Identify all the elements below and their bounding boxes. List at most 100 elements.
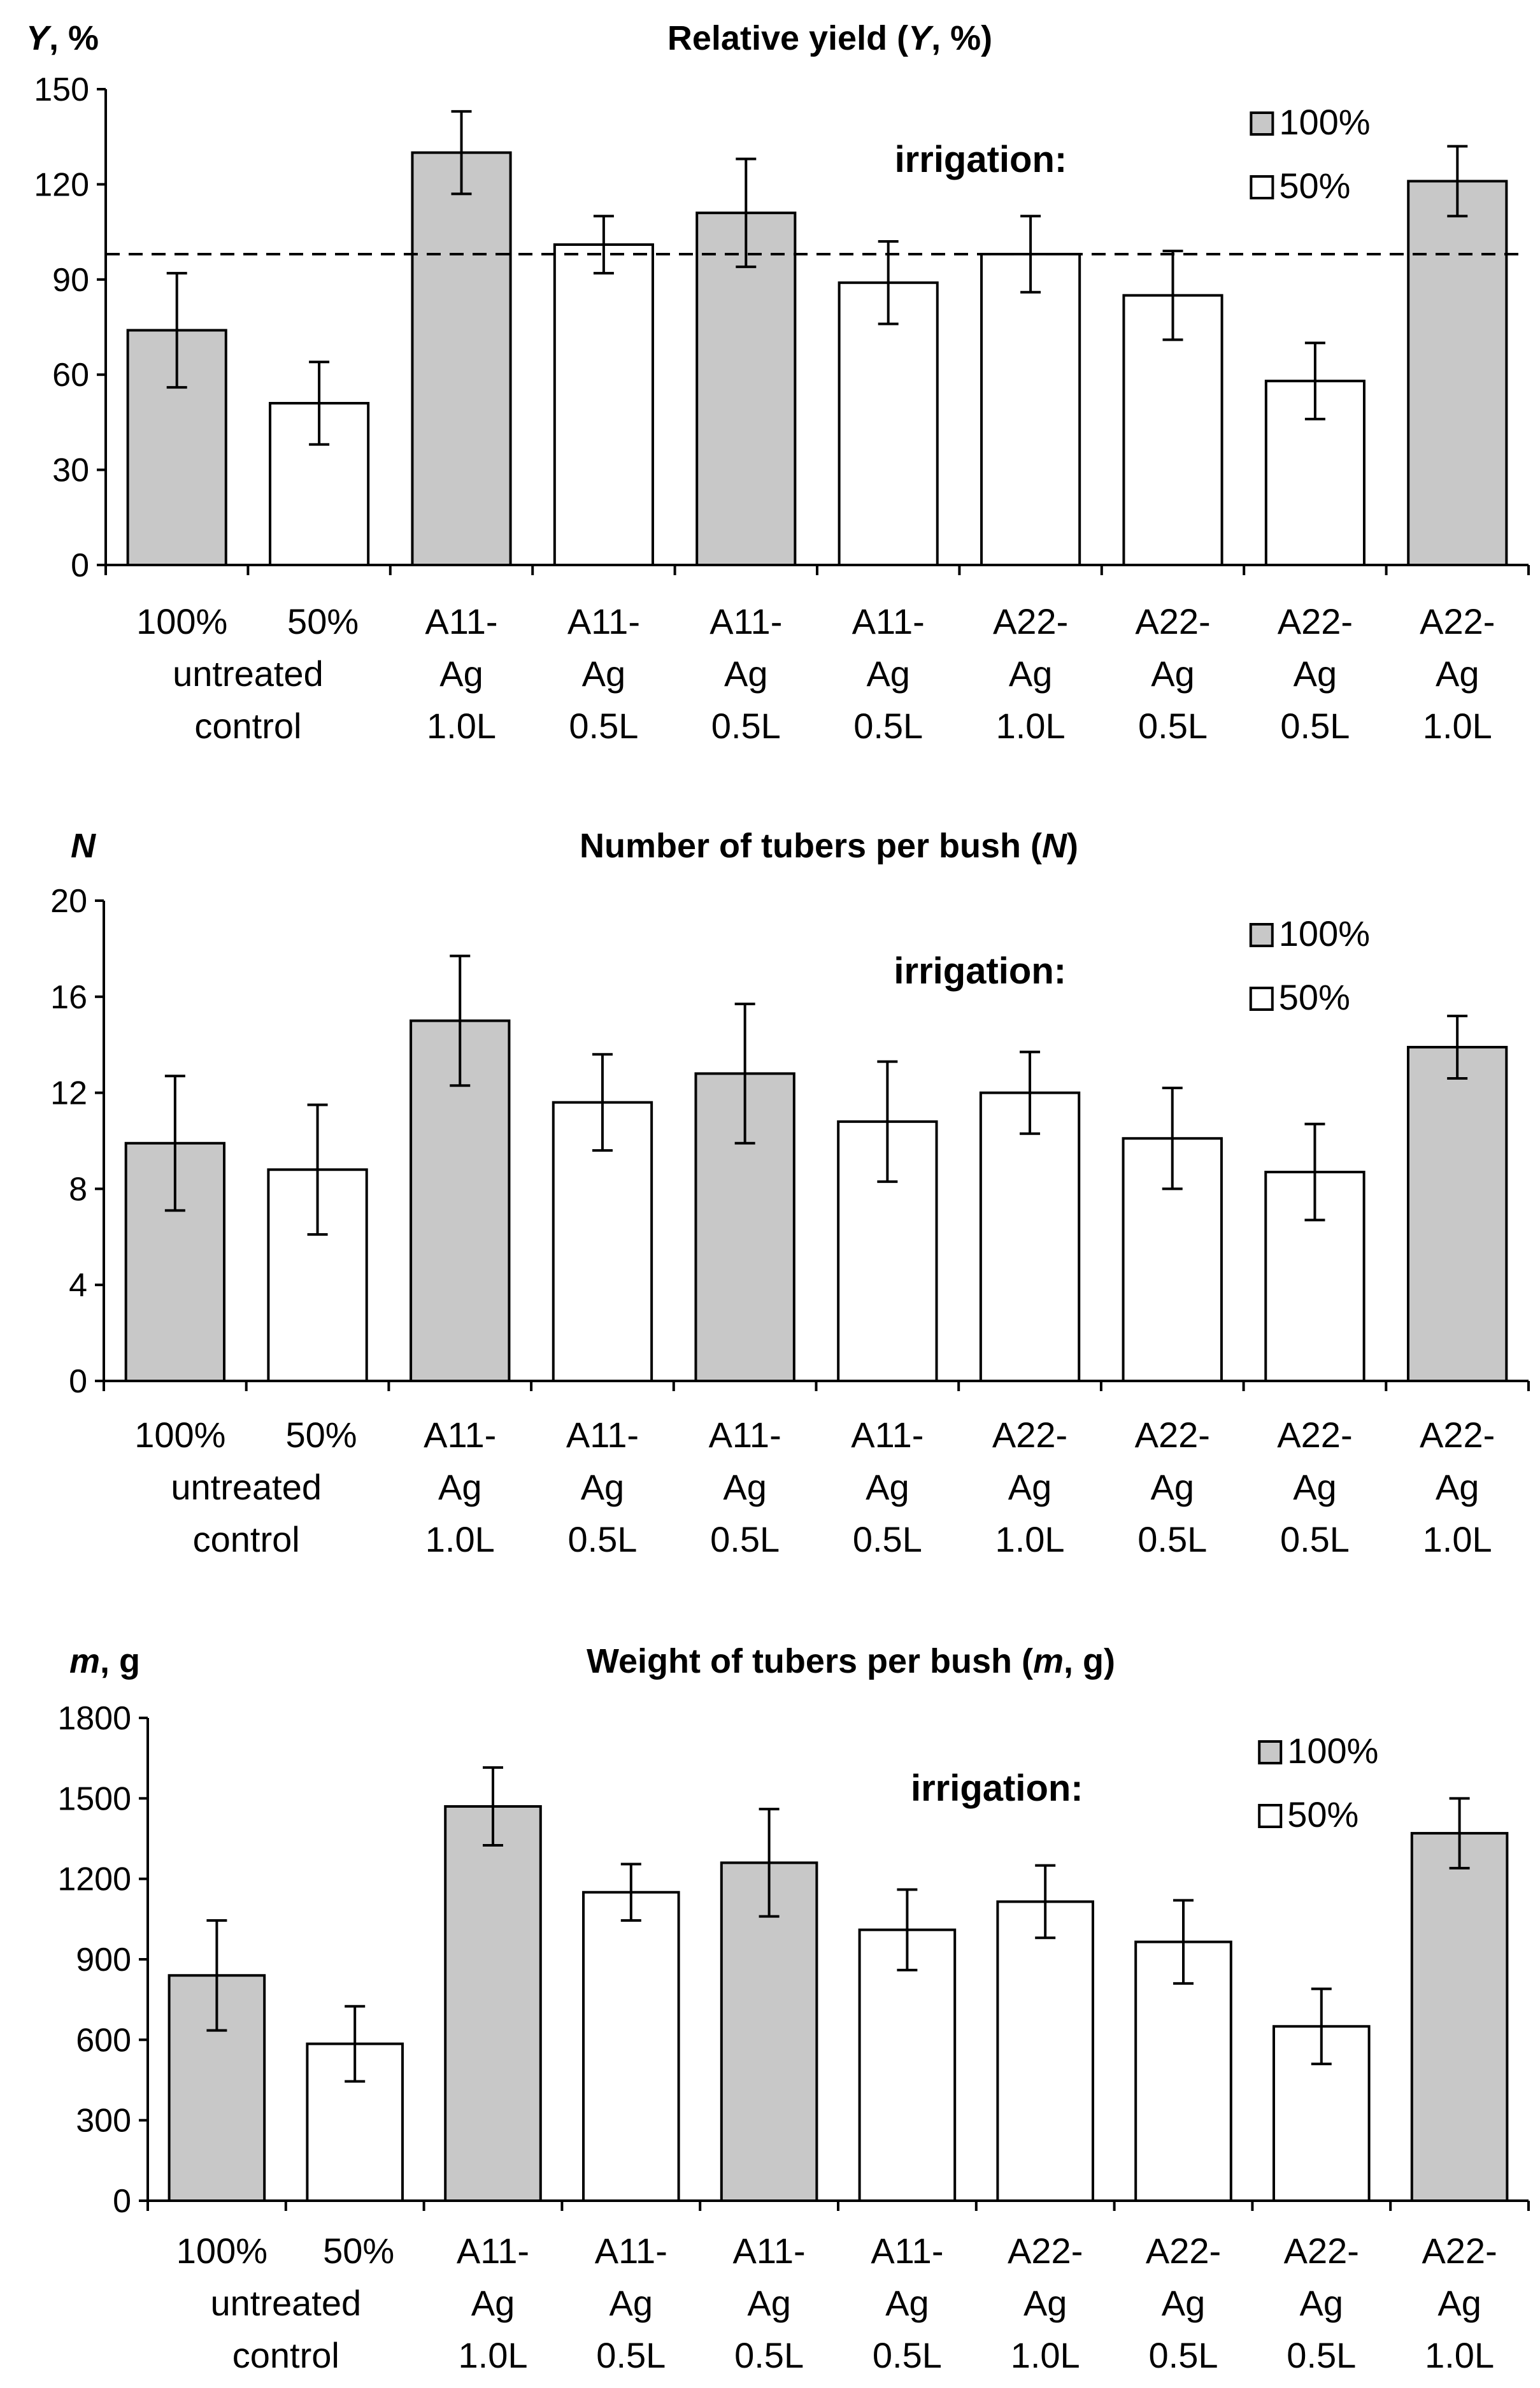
bar: [838, 281, 939, 566]
charts: Relative yield (Y, %)Y, %030609012015010…: [26, 19, 1530, 2375]
y-tick-label: 120: [34, 166, 89, 203]
category-label: A22-: [1278, 601, 1353, 641]
category-label: A22-: [992, 1415, 1067, 1455]
chart-title: Relative yield (Y, %): [667, 19, 992, 57]
chart-title-part: , %): [931, 19, 992, 57]
y-tick-label: 12: [50, 1075, 87, 1112]
category-label: 50%: [287, 601, 359, 641]
legend-swatch: [1249, 923, 1274, 947]
bar: [444, 1805, 542, 2202]
chart-title-part: Number of tubers per bush (: [580, 827, 1042, 865]
chart-2: Number of tubers per bush (N)N0481216201…: [50, 827, 1530, 1559]
chart-title-part: m: [1033, 1642, 1064, 1680]
y-tick-label: 4: [69, 1267, 87, 1304]
bar: [980, 252, 1081, 566]
category-label: untreated: [210, 2283, 361, 2323]
chart-title: Weight of tubers per bush (m, g): [587, 1642, 1115, 1680]
category-label: Ag: [1009, 654, 1053, 694]
y-tick-label: 0: [113, 2183, 131, 2220]
y-tick-label: 1200: [57, 1861, 131, 1898]
y-axis-label-part: m: [69, 1642, 100, 1680]
category-label: A11-: [424, 1415, 496, 1455]
category-label: 0.5L: [567, 1519, 637, 1559]
y-tick-label: 0: [69, 1363, 87, 1400]
bar: [979, 1091, 1081, 1382]
legend-label: 100%: [1279, 102, 1370, 142]
category-label: A22-: [1277, 1415, 1352, 1455]
chart-title-part: ): [1067, 827, 1078, 865]
legend-label: 100%: [1287, 1731, 1378, 1771]
bar: [858, 1928, 957, 2202]
y-tick-label: 0: [71, 547, 89, 584]
y-axis-label: Y, %: [26, 19, 99, 57]
category-label: Ag: [1293, 1467, 1337, 1507]
y-tick-label: 90: [52, 262, 89, 299]
legend-swatch: [1258, 1740, 1283, 1764]
chart-1: Relative yield (Y, %)Y, %030609012015010…: [26, 19, 1530, 746]
y-axis-label-part: , g: [100, 1642, 140, 1680]
category-label: Ag: [1162, 2283, 1206, 2323]
category-label: A11-: [852, 601, 925, 641]
category-label: A22-: [993, 601, 1068, 641]
legend-swatch: [1250, 111, 1274, 136]
category-label: A22-: [1420, 601, 1495, 641]
bar: [582, 1891, 680, 2202]
category-label: Ag: [724, 654, 768, 694]
bar: [1410, 1832, 1509, 2203]
category-label: A11-: [566, 1415, 639, 1455]
category-label: A11-: [709, 1415, 781, 1455]
y-tick-label: 8: [69, 1171, 87, 1208]
y-tick-label: 300: [76, 2103, 131, 2140]
legend-title: irrigation:: [895, 139, 1067, 180]
category-label: Ag: [885, 2283, 929, 2323]
bar: [1134, 1940, 1232, 2202]
y-axis-label: m, g: [69, 1642, 140, 1680]
y-tick-label: 30: [52, 452, 89, 489]
category-label: 100%: [176, 2231, 267, 2271]
category-label: 100%: [136, 601, 227, 641]
legend-swatch: [1250, 175, 1274, 199]
category-label: 100%: [134, 1415, 225, 1455]
category-label: Ag: [1294, 654, 1337, 694]
category-label: 1.0L: [1011, 2335, 1080, 2375]
bar: [695, 211, 797, 567]
category-label: Ag: [610, 2283, 653, 2323]
category-label: A11-: [425, 601, 497, 641]
category-label: 0.5L: [1280, 1519, 1350, 1559]
bar: [996, 1900, 1094, 2203]
y-tick-label: 1800: [57, 1700, 131, 1737]
category-label: 0.5L: [1287, 2335, 1356, 2375]
category-label: 50%: [323, 2231, 394, 2271]
category-label: control: [232, 2335, 339, 2375]
legend-label: 50%: [1279, 166, 1350, 206]
chart-title-part: , g): [1064, 1642, 1115, 1680]
legend-title: irrigation:: [894, 950, 1066, 992]
bar: [553, 243, 654, 566]
category-label: 0.5L: [853, 1519, 922, 1559]
y-tick-label: 16: [50, 979, 87, 1016]
legend-label: 50%: [1279, 977, 1350, 1017]
y-axis-label: N: [71, 827, 96, 865]
category-label: 1.0L: [1423, 1519, 1492, 1559]
y-axis-label-part: N: [71, 827, 96, 865]
category-label: 0.5L: [1137, 1519, 1207, 1559]
category-label: 1.0L: [425, 1519, 495, 1559]
category-label: Ag: [866, 1467, 909, 1507]
category-label: A11-: [595, 2231, 667, 2271]
category-label: 0.5L: [1280, 706, 1350, 746]
bar: [1122, 1137, 1223, 1382]
category-label: Ag: [1008, 1467, 1052, 1507]
chart-title-part: Relative yield (: [667, 19, 908, 57]
chart-title-part: Y: [908, 19, 934, 57]
category-label: A11-: [457, 2231, 529, 2271]
category-label: Ag: [582, 654, 626, 694]
category-label: A11-: [733, 2231, 806, 2271]
category-label: A11-: [709, 601, 782, 641]
chart-title: Number of tubers per bush (N): [580, 827, 1078, 865]
category-label: A22-: [1135, 1415, 1210, 1455]
category-label: A22-: [1146, 2231, 1221, 2271]
category-label: 1.0L: [459, 2335, 528, 2375]
category-label: A22-: [1284, 2231, 1359, 2271]
category-label: 0.5L: [1149, 2335, 1218, 2375]
y-tick-label: 900: [76, 1941, 131, 1978]
